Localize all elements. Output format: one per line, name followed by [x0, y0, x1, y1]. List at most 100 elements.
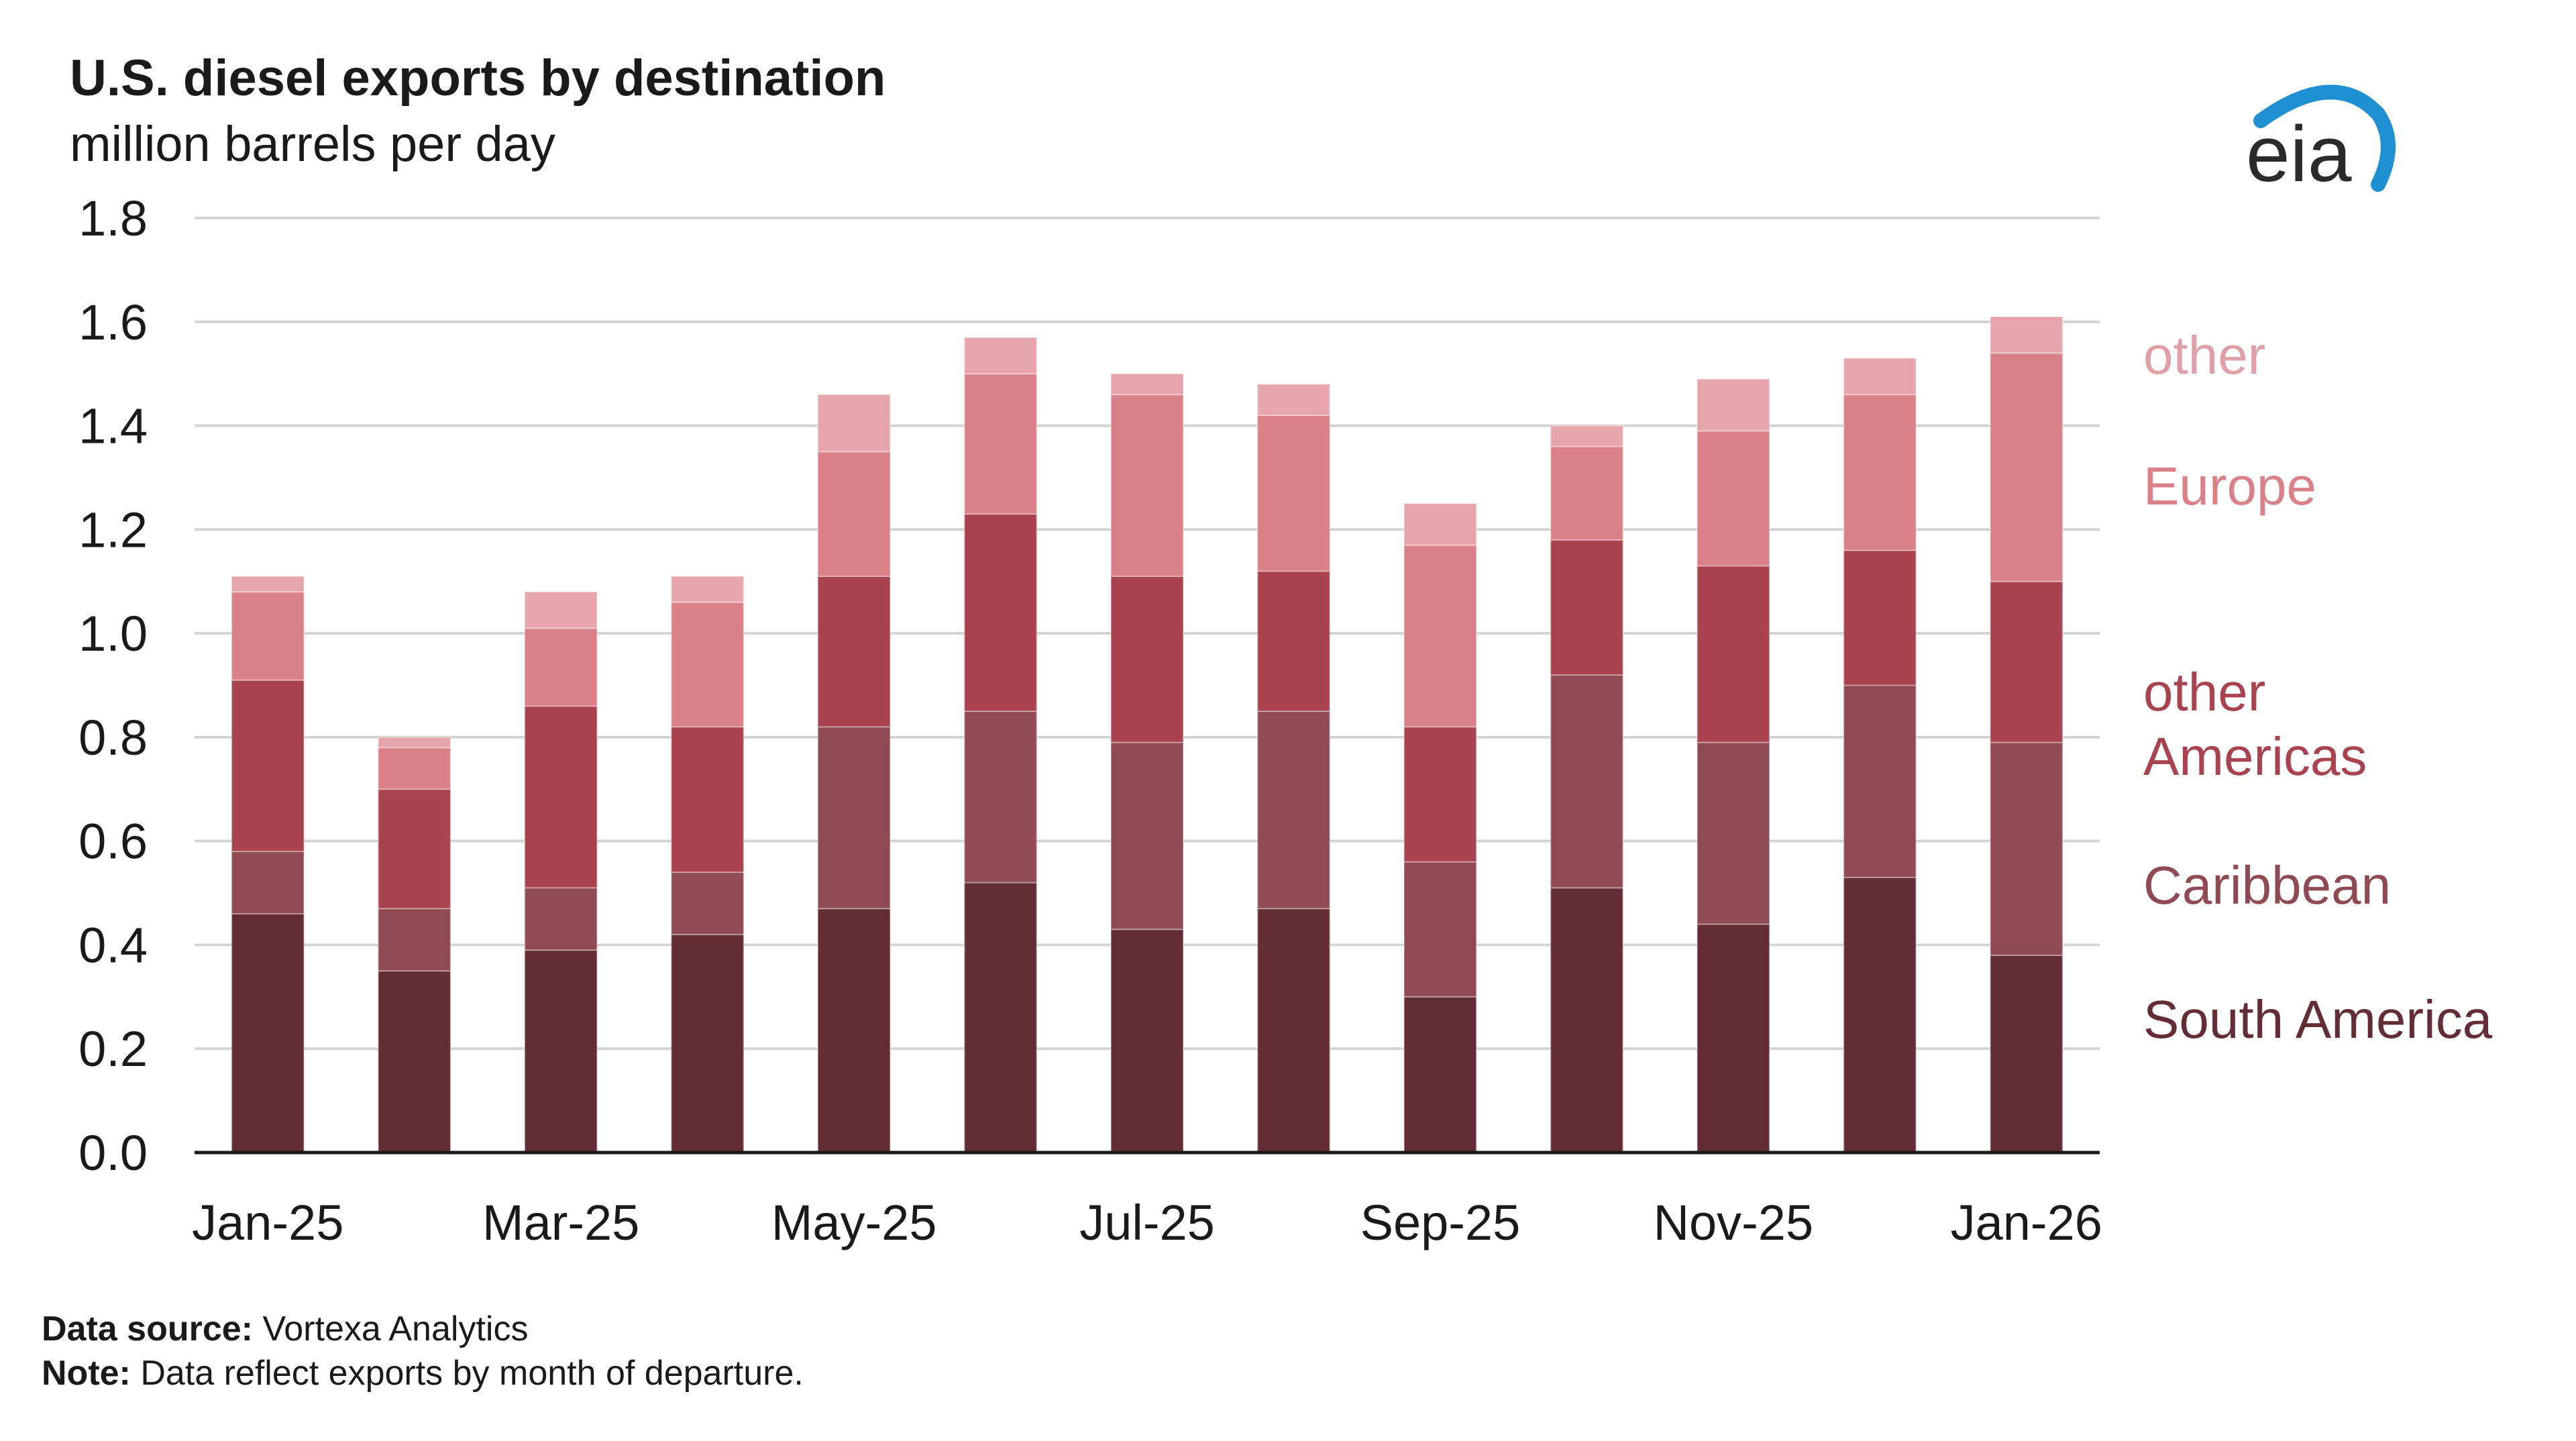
bar-segment — [1696, 923, 1770, 1153]
bar-segment — [1989, 580, 2063, 743]
y-tick-label: 0.6 — [78, 814, 148, 869]
bar-segment — [1989, 316, 2063, 354]
bar-segment — [1696, 430, 1770, 567]
x-tick-label: Nov-25 — [1654, 1195, 1814, 1250]
bar-segment — [1989, 352, 2063, 582]
bar-segment — [377, 747, 451, 790]
x-tick-label: Jan-25 — [192, 1195, 343, 1250]
bar-segment — [1403, 861, 1477, 998]
bar-segment — [1110, 928, 1184, 1153]
bar-segment — [1550, 445, 1624, 541]
bar-segment — [817, 451, 892, 577]
bar-segment — [1989, 954, 2063, 1154]
bar-segment — [1989, 741, 2063, 956]
x-tick-label: Jul-25 — [1079, 1195, 1215, 1250]
legend-label: other — [2143, 325, 2265, 385]
y-tick-label: 0.2 — [78, 1021, 148, 1077]
bar-segment — [963, 373, 1038, 515]
legend: South AmericaCaribbeanotherAmericasEurop… — [2143, 325, 2493, 1049]
bar-segment — [1843, 876, 1917, 1153]
bar-segment — [1696, 565, 1770, 743]
bar-segment — [670, 933, 745, 1153]
bar-segment — [1843, 684, 1917, 878]
y-tick-label: 1.4 — [78, 398, 148, 454]
legend-label: Americas — [2143, 727, 2367, 786]
y-tick-label: 1.8 — [78, 191, 148, 246]
bar-segment — [963, 882, 1038, 1153]
bar-segment — [1110, 394, 1184, 577]
y-tick-label: 0.0 — [78, 1125, 148, 1181]
legend-label: South America — [2143, 990, 2493, 1049]
bar-segment — [1110, 373, 1184, 396]
bar-segment — [963, 513, 1038, 712]
x-tick-label: Jan-26 — [1951, 1195, 2102, 1250]
legend-label: Caribbean — [2143, 855, 2391, 915]
bar-segment — [670, 871, 745, 935]
bar-segment — [817, 575, 892, 728]
bar-segment — [963, 336, 1038, 375]
bar-segment — [1550, 539, 1624, 676]
bar-segment — [1403, 544, 1477, 728]
bar-segment — [1550, 674, 1624, 889]
y-tick-label: 1.6 — [78, 295, 148, 350]
y-tick-label: 1.0 — [78, 606, 148, 661]
bar-segment — [1256, 710, 1331, 910]
bar-segment — [817, 394, 892, 453]
legend-label: other — [2143, 662, 2265, 722]
bar-segment — [231, 679, 305, 853]
data-source: Data source: Vortexa Analytics — [42, 1310, 528, 1348]
bar-segment — [670, 726, 745, 873]
bar-segment — [377, 788, 451, 910]
bar-segment — [231, 913, 305, 1153]
y-tick-label: 0.4 — [78, 917, 148, 973]
x-tick-label: Sep-25 — [1360, 1195, 1521, 1250]
bar-segment — [524, 887, 598, 951]
bar-segment — [231, 575, 305, 593]
x-axis-ticks: Jan-25 Mar-25 May-25 Jul-25 Sep-25 Nov-25 Jan-… — [192, 1195, 2102, 1250]
bar-segment — [963, 710, 1038, 884]
bar-segment — [1403, 726, 1477, 863]
note-text: Data reflect exports by month of departu… — [131, 1354, 804, 1393]
data-source-text: Vortexa Analytics — [253, 1310, 528, 1348]
bar-segment — [1696, 741, 1770, 925]
eia-logo: eia — [2246, 85, 2396, 199]
bar-segment — [524, 591, 598, 629]
bar-segment — [1110, 575, 1184, 743]
bar-segment — [524, 627, 598, 707]
bar-segment — [1256, 383, 1331, 417]
note: Note: Data reflect exports by month of d… — [42, 1354, 804, 1393]
bar-segment — [1403, 502, 1477, 546]
bar-segment — [1843, 394, 1917, 551]
bar-segment — [1403, 996, 1477, 1154]
bar-segment — [1110, 741, 1184, 930]
logo-text: eia — [2246, 110, 2352, 199]
bar-segment — [377, 908, 451, 972]
data-source-label: Data source: — [42, 1310, 253, 1348]
bar-segment — [1843, 549, 1917, 686]
bar-segment — [1550, 887, 1624, 1153]
bar-segment — [524, 705, 598, 889]
logo-arc-icon — [2253, 85, 2396, 192]
chart-subtitle: million barrels per day — [70, 116, 555, 172]
y-axis-ticks: 0.0 0.2 0.4 0.6 0.8 1.0 1.2 1.4 1.6 1.8 — [78, 191, 148, 1181]
bar-segment — [377, 736, 451, 749]
bar-segment — [817, 908, 892, 1153]
bar-segment — [1256, 570, 1331, 712]
y-tick-label: 0.8 — [78, 710, 148, 765]
bars — [231, 316, 2063, 1154]
bar-segment — [1696, 378, 1770, 432]
y-tick-label: 1.2 — [78, 502, 148, 557]
bar-segment — [1256, 908, 1331, 1153]
note-label: Note: — [42, 1354, 131, 1393]
chart-title: U.S. diesel exports by destination — [70, 50, 885, 107]
legend-label: Europe — [2143, 456, 2316, 516]
bar-segment — [670, 575, 745, 603]
bar-segment — [1843, 357, 1917, 396]
bar-segment — [817, 726, 892, 910]
bar-segment — [1550, 425, 1624, 447]
bar-segment — [231, 591, 305, 681]
bar-segment — [670, 601, 745, 728]
bar-segment — [1256, 415, 1331, 572]
x-tick-label: Mar-25 — [482, 1195, 639, 1250]
